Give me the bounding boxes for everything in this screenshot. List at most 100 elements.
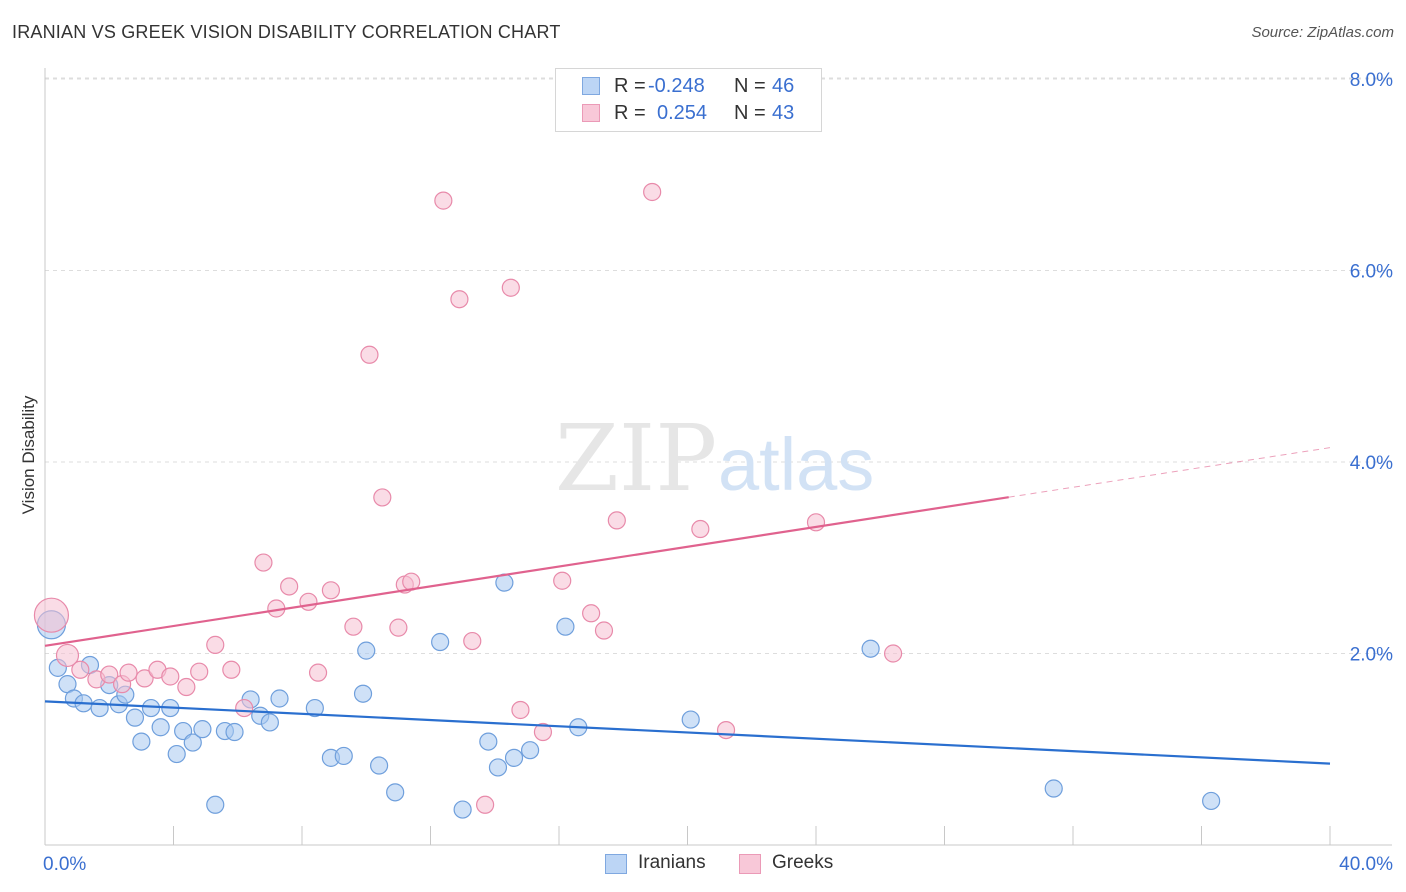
iranian-point [520,741,540,760]
bottom-legend-label-iranians: Iranians [638,852,706,873]
iranian-point [90,698,109,718]
trend-lines [44,447,1331,765]
iranian-point [270,689,289,708]
legend-r-label: R = [614,75,646,97]
greek-point [501,278,520,297]
iranian-point [183,733,202,752]
greek-point [691,519,710,539]
tick-labels: 2.0% 4.0% 6.0% 8.0% 0.0% 40.0% Vision Disabili… [19,70,1393,875]
correlation-legend: R = -0.248 N = 46 R = 0.254 N = 43 [555,68,822,132]
iranian-point [488,758,508,777]
x-tick-label: 0.0% [43,854,86,875]
iranian-point [453,800,472,819]
greek-point [607,511,626,530]
greek-point [254,553,273,572]
chart-title: IRANIAN VS GREEK VISION DISABILITY CORRE… [12,22,561,42]
greek-point [434,191,453,210]
iranian-point [206,795,225,814]
greek-point [716,720,736,740]
greek-point [594,621,614,640]
greek-point [344,617,363,636]
iranian-point [141,698,161,718]
greek-point [206,635,225,654]
greek-point [280,577,299,596]
iranian-point [1202,791,1221,811]
greek-point [135,669,154,688]
source-label: Source: ZipAtlas.com [1251,24,1394,41]
legend-n-value: 46 [772,75,795,97]
greek-point [463,631,482,651]
legend-swatch-iranians [582,77,600,95]
iranian-point [504,748,524,767]
greek-point [389,618,408,637]
x-tick-label: 40.0% [1339,854,1393,875]
iranian-point [431,632,450,652]
watermark: ZIP atlas [555,405,874,512]
iranian-point [260,713,279,732]
legend-n-label: N = [734,102,766,124]
iranians-trend-line [44,700,1331,765]
bottom-legend-label-greeks: Greeks [772,852,834,873]
bottom-legend-swatch-greeks [739,854,761,874]
iranian-point [132,732,151,751]
iranian-point [370,756,389,775]
iranian-point [334,746,353,766]
greek-point [33,597,70,633]
iranian-point [479,732,498,751]
iranian-point [861,639,880,658]
greek-point [321,581,341,600]
greek-point [553,571,572,590]
greek-point [177,677,196,697]
y-tick-label: 6.0% [1350,262,1393,283]
greek-point [299,592,318,611]
greek-point [582,604,601,623]
greeks-trend-line [44,496,1009,647]
greek-point [71,660,90,679]
greek-point [222,660,241,679]
greek-point [119,663,138,682]
greek-point [883,644,903,663]
greek-point [360,345,379,364]
iranian-point [167,744,186,764]
greeks-trend-extension [1008,447,1331,498]
greek-point [450,290,469,309]
greek-point [476,795,495,814]
legend-n-label: N = [734,75,766,97]
legend-r-value: 0.254 [657,102,708,124]
greek-point [511,700,530,720]
iranian-point [681,710,700,729]
grid-lines [45,77,1392,654]
greek-point [100,665,119,684]
iranian-point [386,783,405,802]
iranian-point [125,708,145,727]
legend-r-value: -0.248 [648,75,705,97]
iranian-point [357,641,376,660]
y-axis-title: Vision Disability [19,395,38,514]
watermark-zip: ZIP [555,405,717,512]
iranian-point [556,617,575,636]
greek-point [308,663,328,682]
greek-point [190,662,209,681]
greek-point [235,698,254,718]
legend-swatch-greeks [582,104,600,122]
watermark-atlas: atlas [718,423,874,506]
iranian-point [353,684,373,703]
greek-point [161,667,180,686]
iranian-point [151,718,170,737]
legend-n-value: 43 [772,102,795,124]
greek-point [55,643,80,668]
iranian-point [193,720,212,739]
greek-point [533,722,553,742]
bottom-legend-swatch-iranians [605,854,627,874]
iranian-point [225,722,244,742]
iranian-point [305,698,324,718]
y-tick-label: 4.0% [1350,453,1393,474]
axes [44,68,1392,846]
legend-r-label: R = [614,102,646,124]
y-tick-label: 8.0% [1350,70,1393,91]
greek-point [373,488,392,507]
iranian-point [1044,779,1063,798]
greek-point [643,182,662,202]
y-tick-label: 2.0% [1350,645,1393,666]
